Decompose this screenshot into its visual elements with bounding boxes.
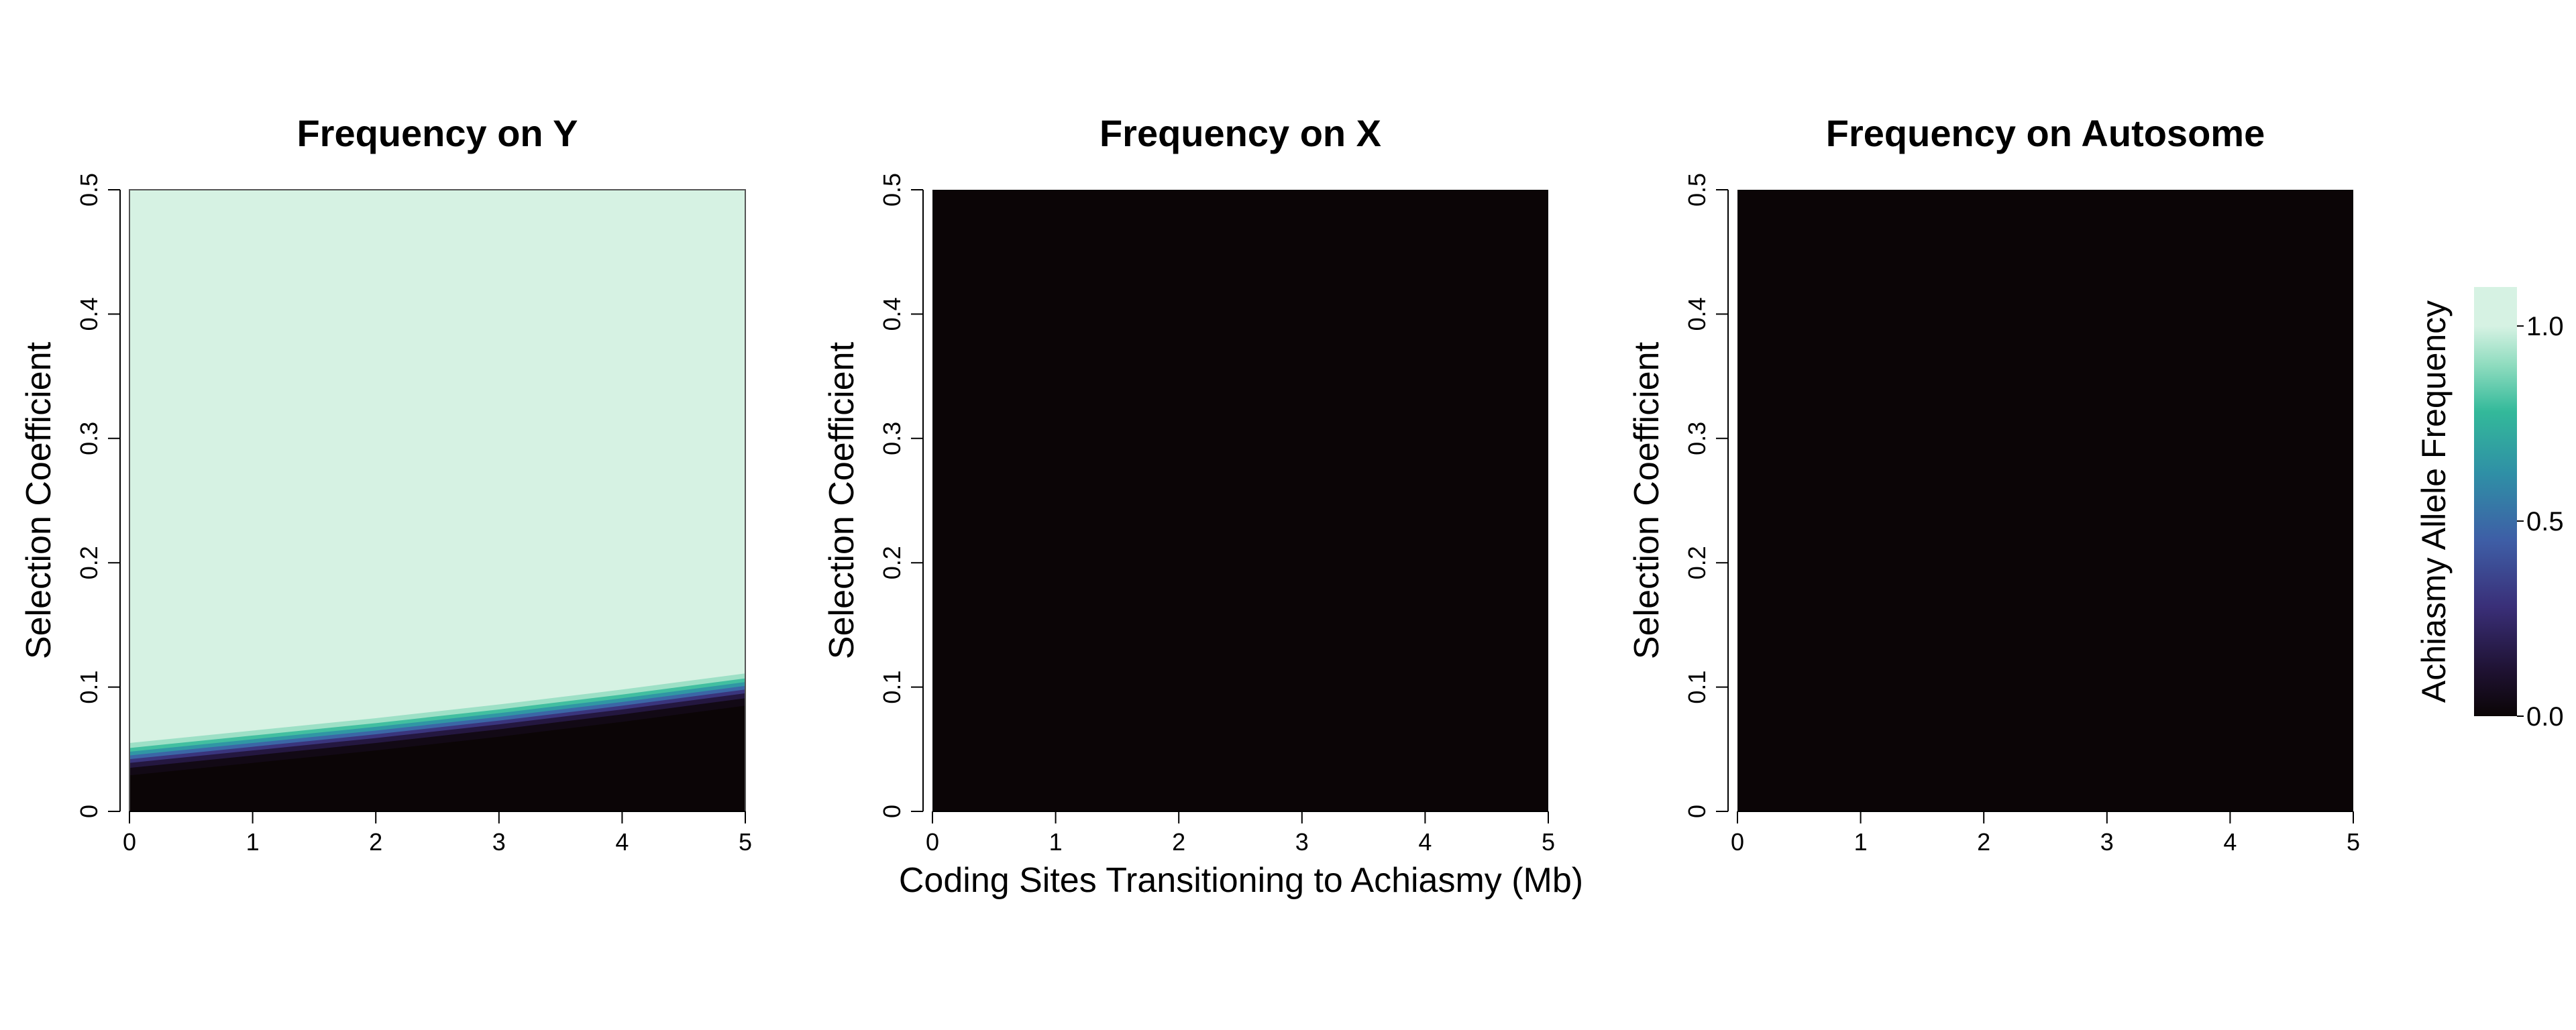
x-tick-label: 0 — [1731, 828, 1744, 856]
x-tick-label: 3 — [2100, 828, 2114, 856]
colorbar-label: Achiasmy Allele Frequency — [2415, 300, 2453, 703]
y-tick-label: 0.2 — [878, 546, 906, 579]
y-axis-label: Selection Coefficient — [822, 341, 861, 659]
y-tick-label: 0.3 — [1683, 422, 1711, 455]
x-tick-label: 5 — [1542, 828, 1555, 856]
colorbar-gradient — [2474, 287, 2517, 716]
x-tick-label: 2 — [1172, 828, 1185, 856]
panel-title: Frequency on X — [1099, 112, 1381, 154]
panel-title: Frequency on Y — [297, 112, 578, 154]
x-tick-label: 5 — [739, 828, 752, 856]
y-tick-label: 0 — [1683, 805, 1711, 818]
x-tick-label: 2 — [1977, 828, 1990, 856]
y-axis-label: Selection Coefficient — [1627, 341, 1666, 659]
colorbar-tick-label: 0.5 — [2526, 507, 2564, 536]
shared-x-axis-label: Coding Sites Transitioning to Achiasmy (… — [899, 861, 1583, 900]
y-tick-label: 0.4 — [878, 297, 906, 331]
y-tick-label: 0 — [878, 805, 906, 818]
y-tick-label: 0.5 — [75, 173, 103, 207]
y-tick-label: 0 — [75, 805, 103, 818]
y-tick-label: 0.2 — [75, 546, 103, 579]
heatmap-uniform-region — [1737, 190, 2353, 811]
y-tick-label: 0.1 — [75, 671, 103, 704]
y-tick-label: 0.1 — [1683, 671, 1711, 704]
x-tick-label: 0 — [926, 828, 939, 856]
x-tick-label: 1 — [246, 828, 260, 856]
y-tick-label: 0.4 — [1683, 297, 1711, 331]
y-axis-label: Selection Coefficient — [19, 341, 58, 659]
colorbar-tick-label: 1.0 — [2526, 312, 2564, 341]
x-tick-label: 0 — [123, 828, 136, 856]
heatmap-panel-2: Frequency on X 0 1 2 3 4 5 0 0.1 0.2 0.3 0.4 0.5 Sele… — [822, 112, 1555, 856]
heatmap-low-region — [129, 705, 745, 811]
y-tick-label: 0.2 — [1683, 546, 1711, 579]
y-tick-label: 0.1 — [878, 671, 906, 704]
y-tick-label: 0.3 — [75, 422, 103, 455]
x-tick-label: 3 — [1295, 828, 1309, 856]
panel-title: Frequency on Autosome — [1826, 112, 2265, 154]
x-tick-label: 3 — [492, 828, 506, 856]
y-tick-label: 0.5 — [878, 173, 906, 207]
heatmap-transition-band — [129, 673, 745, 811]
y-tick-label: 0.5 — [1683, 173, 1711, 207]
x-tick-label: 2 — [369, 828, 382, 856]
x-tick-label: 1 — [1854, 828, 1868, 856]
x-tick-label: 4 — [1418, 828, 1432, 856]
heatmap-panel-3: Frequency on Autosome 0 1 2 3 4 5 0 0.1 0.2 0.3 0.4… — [1627, 112, 2360, 856]
x-tick-label: 4 — [2223, 828, 2237, 856]
x-tick-label: 4 — [615, 828, 629, 856]
x-tick-label: 1 — [1049, 828, 1063, 856]
y-tick-label: 0.3 — [878, 422, 906, 455]
y-tick-label: 0.4 — [75, 297, 103, 331]
x-tick-label: 5 — [2347, 828, 2360, 856]
colorbar-tick-label: 0.0 — [2526, 702, 2564, 732]
heatmap-uniform-region — [932, 190, 1548, 811]
heatmap-panel-1: Frequency on Y 0 1 2 3 4 5 0 0.1 0.2 0.3 0.4 0.5 Sele… — [19, 112, 752, 856]
